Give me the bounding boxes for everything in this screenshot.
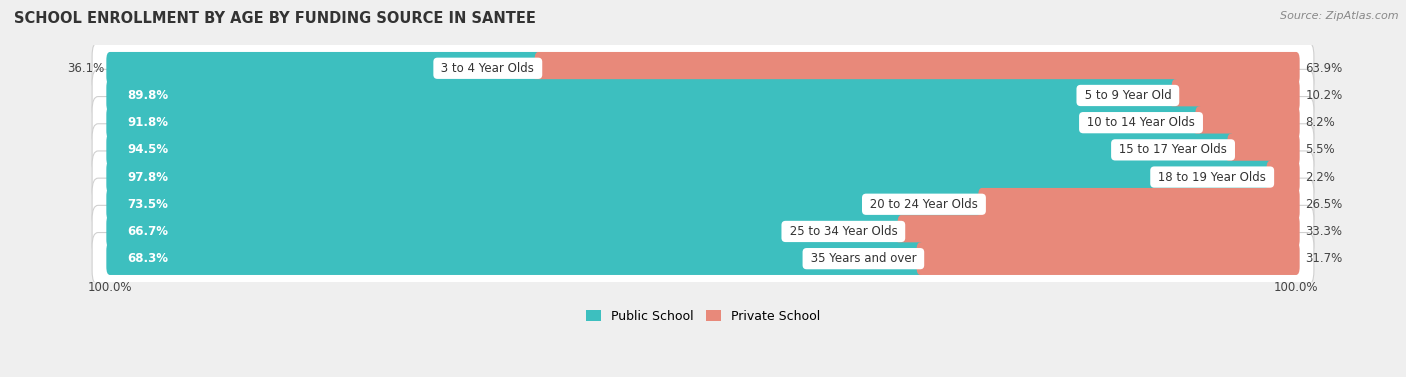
FancyBboxPatch shape	[93, 97, 1313, 149]
FancyBboxPatch shape	[107, 133, 1234, 166]
Text: 2.2%: 2.2%	[1306, 170, 1336, 184]
Text: 10 to 14 Year Olds: 10 to 14 Year Olds	[1083, 116, 1199, 129]
FancyBboxPatch shape	[107, 161, 1274, 193]
Text: 15 to 17 Year Olds: 15 to 17 Year Olds	[1115, 143, 1230, 156]
FancyBboxPatch shape	[917, 242, 1299, 275]
Text: 5.5%: 5.5%	[1306, 143, 1336, 156]
FancyBboxPatch shape	[1171, 79, 1299, 112]
Text: Source: ZipAtlas.com: Source: ZipAtlas.com	[1281, 11, 1399, 21]
Text: SCHOOL ENROLLMENT BY AGE BY FUNDING SOURCE IN SANTEE: SCHOOL ENROLLMENT BY AGE BY FUNDING SOUR…	[14, 11, 536, 26]
Text: 5 to 9 Year Old: 5 to 9 Year Old	[1081, 89, 1175, 102]
FancyBboxPatch shape	[107, 242, 924, 275]
FancyBboxPatch shape	[93, 42, 1313, 94]
FancyBboxPatch shape	[93, 69, 1313, 121]
Text: 31.7%: 31.7%	[1306, 252, 1343, 265]
Text: 36.1%: 36.1%	[66, 62, 104, 75]
Text: 8.2%: 8.2%	[1306, 116, 1336, 129]
FancyBboxPatch shape	[107, 52, 541, 84]
Text: 25 to 34 Year Olds: 25 to 34 Year Olds	[786, 225, 901, 238]
FancyBboxPatch shape	[93, 233, 1313, 285]
FancyBboxPatch shape	[93, 151, 1313, 203]
FancyBboxPatch shape	[1227, 133, 1299, 166]
FancyBboxPatch shape	[93, 205, 1313, 257]
Text: 26.5%: 26.5%	[1306, 198, 1343, 211]
Legend: Public School, Private School: Public School, Private School	[581, 305, 825, 328]
Text: 94.5%: 94.5%	[128, 143, 169, 156]
FancyBboxPatch shape	[1267, 161, 1299, 193]
FancyBboxPatch shape	[1195, 106, 1299, 139]
FancyBboxPatch shape	[107, 79, 1178, 112]
Text: 63.9%: 63.9%	[1306, 62, 1343, 75]
Text: 91.8%: 91.8%	[128, 116, 169, 129]
Text: 100.0%: 100.0%	[87, 281, 132, 294]
Text: 97.8%: 97.8%	[128, 170, 169, 184]
FancyBboxPatch shape	[979, 188, 1299, 221]
Text: 18 to 19 Year Olds: 18 to 19 Year Olds	[1154, 170, 1270, 184]
Text: 100.0%: 100.0%	[1274, 281, 1319, 294]
Text: 3 to 4 Year Olds: 3 to 4 Year Olds	[437, 62, 538, 75]
Text: 20 to 24 Year Olds: 20 to 24 Year Olds	[866, 198, 981, 211]
FancyBboxPatch shape	[107, 106, 1202, 139]
FancyBboxPatch shape	[107, 215, 904, 248]
FancyBboxPatch shape	[93, 124, 1313, 176]
Text: 68.3%: 68.3%	[128, 252, 169, 265]
Text: 73.5%: 73.5%	[128, 198, 169, 211]
FancyBboxPatch shape	[534, 52, 1299, 84]
Text: 89.8%: 89.8%	[128, 89, 169, 102]
Text: 35 Years and over: 35 Years and over	[807, 252, 920, 265]
Text: 33.3%: 33.3%	[1306, 225, 1343, 238]
FancyBboxPatch shape	[107, 188, 986, 221]
Text: 10.2%: 10.2%	[1306, 89, 1343, 102]
FancyBboxPatch shape	[93, 178, 1313, 230]
Text: 66.7%: 66.7%	[128, 225, 169, 238]
FancyBboxPatch shape	[897, 215, 1299, 248]
